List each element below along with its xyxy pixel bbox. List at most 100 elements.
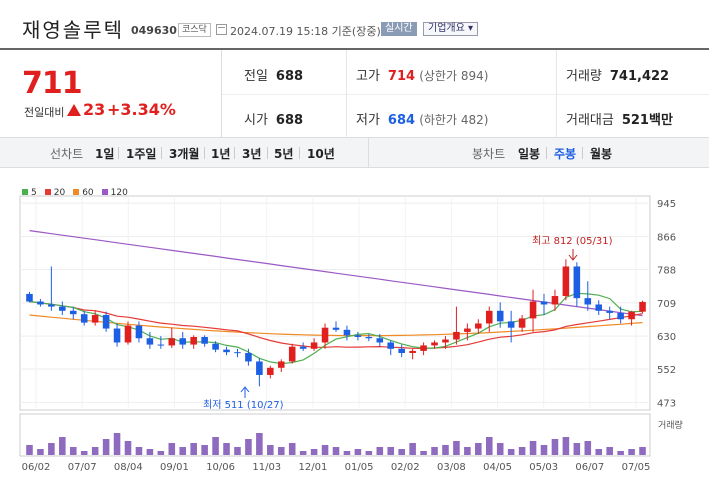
candle-body (190, 336, 197, 345)
candle-body (91, 315, 99, 323)
period-3m[interactable]: 3개월 (169, 147, 200, 161)
amount-unit: 백만 (648, 113, 673, 128)
volume-bar (321, 445, 329, 455)
ma120-line (29, 230, 643, 317)
volume-bar (168, 443, 176, 455)
amount-label: 거래대금 (566, 113, 614, 128)
legend-item: 60 (73, 188, 94, 198)
lower-limit: (하한가 482) (419, 113, 489, 127)
amount-value: 521 (621, 113, 649, 128)
period-divider (234, 147, 235, 159)
volume-bar (245, 439, 252, 455)
volume-bar (190, 443, 197, 455)
volume-bar (267, 445, 274, 455)
y-tick-label: 552 (657, 365, 676, 376)
candle-weekly[interactable]: 주봉 (554, 147, 577, 161)
volume-bar (256, 433, 263, 455)
candle-body (606, 310, 613, 313)
volume-bar (102, 439, 110, 455)
x-tick-label: 06/07 (575, 462, 604, 473)
period-divider (161, 147, 162, 159)
volume-bar (365, 451, 373, 455)
line-chart-label: 선차트 (50, 147, 84, 161)
summary-divider (222, 94, 709, 95)
period-1y[interactable]: 1년 (211, 147, 231, 161)
candle-body (212, 343, 219, 350)
candle-body (157, 344, 165, 346)
candle-body (310, 342, 318, 349)
period-3y[interactable]: 3년 (242, 147, 262, 161)
x-tick-label: 06/02 (22, 462, 51, 473)
candle-body (69, 310, 77, 315)
candle-body (267, 367, 274, 375)
chart-legend: 5 20 60 120 (22, 188, 128, 198)
low-label: 저가 (356, 113, 380, 128)
realtime-button[interactable]: 실시간 (381, 22, 417, 36)
volume-bar (398, 449, 405, 455)
legend-swatch (73, 189, 80, 195)
volume-bar (179, 447, 187, 455)
volume-bar (212, 437, 219, 455)
candle-body (354, 335, 362, 337)
company-info-label: 기업개요 (428, 23, 465, 34)
quote-summary: 711 전일대비 23 +3.34% 전일 688 고가 714 (상한가 894)… (0, 48, 709, 140)
volume-bar (595, 449, 603, 455)
volume-bar (584, 441, 592, 455)
volume-bar (518, 447, 526, 455)
summary-divider (556, 50, 557, 140)
period-1d[interactable]: 1일 (95, 147, 115, 161)
period-10y[interactable]: 10년 (307, 147, 335, 161)
volume-bar (69, 447, 77, 455)
company-info-dropdown[interactable]: 기업개요 ▾ (423, 22, 479, 36)
low-value: 684 (387, 113, 416, 128)
candle-body (431, 342, 438, 346)
volume-bar (485, 437, 493, 455)
volume-bar (453, 441, 460, 455)
volume-bar (37, 449, 44, 455)
low-arrow-icon (240, 386, 250, 398)
candle-body (201, 336, 208, 344)
change-amount: 23 (83, 100, 106, 119)
candle-body (37, 301, 44, 305)
period-5y[interactable]: 5년 (274, 147, 294, 161)
candle-body (464, 328, 471, 332)
legend-swatch (101, 189, 108, 195)
candle-body (288, 346, 296, 362)
y-tick-label: 709 (657, 299, 676, 310)
period-1w[interactable]: 1주일 (126, 147, 157, 161)
candle-body (475, 323, 482, 329)
period-divider (546, 147, 547, 159)
x-tick-label: 08/04 (114, 462, 143, 473)
y-tick-label: 788 (657, 265, 676, 276)
volume-bar (573, 443, 581, 455)
period-divider (118, 147, 119, 159)
volume-frame (19, 413, 651, 457)
prev-close-label: 전일 (244, 69, 268, 84)
candle-body (453, 331, 460, 340)
candle-body (617, 312, 624, 320)
change-label: 전일대비 (24, 106, 65, 119)
volume-bar (157, 451, 165, 455)
volume-label: 거래량 (566, 69, 602, 84)
volume-value: 741,422 (609, 69, 670, 84)
prev-close-value: 688 (275, 69, 304, 84)
candles (26, 259, 646, 387)
candle-body (573, 266, 581, 299)
candle-body (562, 266, 570, 297)
candle-daily[interactable]: 일봉 (518, 147, 541, 161)
volume-bar (299, 451, 307, 455)
legend-item: 20 (44, 188, 65, 198)
volume-bar (91, 447, 99, 455)
candle-body (398, 348, 405, 354)
volume-bar (124, 441, 132, 455)
x-tick-label: 04/05 (483, 462, 512, 473)
candle-body (80, 314, 88, 323)
quote-datetime: 2024.07.19 15:18 기준(장중) (230, 25, 381, 38)
candle-body (135, 325, 143, 339)
x-tick-label: 07/05 (622, 462, 651, 473)
candle-monthly[interactable]: 월봉 (590, 147, 613, 161)
candle-body (277, 361, 285, 368)
volume-bar (343, 451, 351, 455)
candle-body (376, 338, 384, 343)
volume-bar (288, 443, 296, 455)
